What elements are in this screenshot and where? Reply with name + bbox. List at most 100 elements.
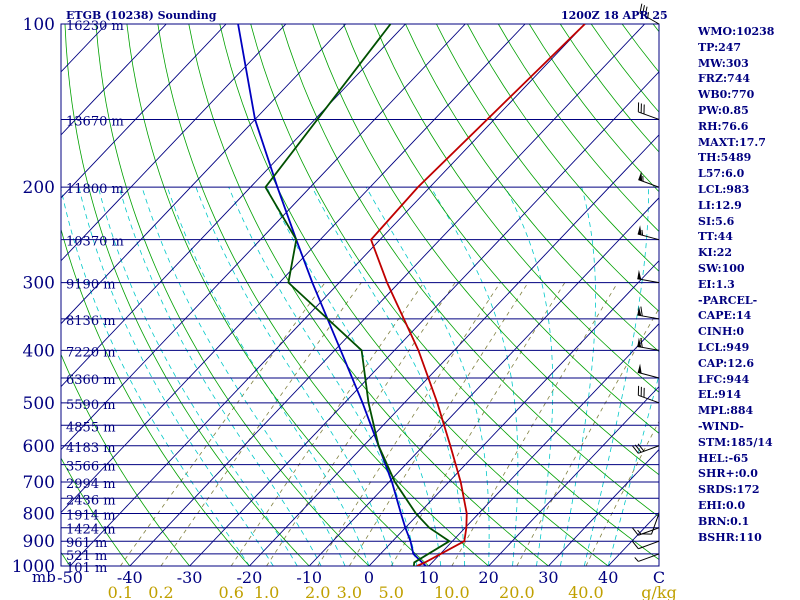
height-label: 6360 m xyxy=(66,373,116,388)
indices-panel-line: CINH:0 xyxy=(698,325,745,339)
mixing-ratio-line xyxy=(349,282,529,566)
indices-panel-line: CAPE:14 xyxy=(698,309,752,323)
temperature-unit-label: C xyxy=(653,568,665,587)
plot-frame xyxy=(60,23,660,567)
height-label: 3566 m xyxy=(66,460,116,475)
isotherm-lines xyxy=(61,24,659,566)
temperature-tick-label: -50 xyxy=(57,568,83,587)
dry-adiabat-line xyxy=(312,24,659,476)
mixing-ratio-label: 0.6 xyxy=(218,583,243,600)
dry-adiabat-line xyxy=(61,457,131,566)
temperature-tick-label: 40 xyxy=(598,568,618,587)
indices-panel-line: TT:44 xyxy=(698,230,733,244)
temperature-tick-label: -40 xyxy=(117,568,143,587)
indices-panel-line: LI:12.9 xyxy=(698,198,742,212)
height-label: 9190 m xyxy=(66,278,116,293)
wind-barb xyxy=(634,553,660,562)
isobar-lines xyxy=(60,23,660,567)
temperature-tick-label: -20 xyxy=(237,568,263,587)
mixing-ratio-line xyxy=(266,282,456,566)
indices-panel-line: BSHR:110 xyxy=(698,530,762,544)
pressure-tick-label: 300 xyxy=(23,274,55,294)
dry-adiabat-line xyxy=(126,24,430,566)
height-label: 4183 m xyxy=(66,441,116,456)
indices-panel-line: STM:185/14 xyxy=(698,435,773,449)
temperature-tick-label: -30 xyxy=(177,568,203,587)
wind-barb xyxy=(637,337,660,351)
isotherm-line xyxy=(61,24,466,451)
wind-barb xyxy=(637,306,660,320)
isotherm-line xyxy=(488,385,659,566)
indices-panel-line: TH:5489 xyxy=(698,151,752,165)
dry-adiabat-line xyxy=(281,24,659,518)
mixing-ratio-label: 10.0 xyxy=(434,583,470,600)
isotherm-line xyxy=(249,134,659,566)
indices-panel-line: WB0:770 xyxy=(698,88,755,102)
indices-panel: WMO:10238 TP:247 MW:303 FRZ:744 WB0:770 PW:0.… xyxy=(698,24,798,545)
wind-barb xyxy=(632,443,660,454)
indices-panel-line: SRDS:172 xyxy=(698,483,760,497)
chart-title-right: 1200Z 18 APR 25 xyxy=(561,9,668,22)
height-label: 13670 m xyxy=(66,114,124,129)
height-label: 1914 m xyxy=(66,508,116,523)
mixing-ratio-label: 0.1 xyxy=(108,583,133,600)
wind-barb xyxy=(637,102,660,120)
sounding-profiles xyxy=(237,24,586,566)
temperature-tick-label: 30 xyxy=(538,568,558,587)
temperature-tick-label: -10 xyxy=(296,568,322,587)
dry-adiabat-line xyxy=(374,24,659,393)
height-label: 5590 m xyxy=(66,398,116,413)
isotherm-line xyxy=(61,24,287,262)
dry-adiabat-line xyxy=(61,227,250,566)
temperature-tick-label: 10 xyxy=(419,568,439,587)
wind-barb xyxy=(632,540,660,550)
pressure-tick-label: 400 xyxy=(23,341,55,361)
height-label: 11800 m xyxy=(66,182,124,197)
height-label: 4855 m xyxy=(66,420,116,435)
wind-barb xyxy=(637,363,660,379)
indices-panel-line: HEL:-65 xyxy=(698,451,749,465)
moist-adiabat-lines xyxy=(61,186,659,566)
indices-panel-line: SW:100 xyxy=(698,261,745,275)
indices-panel-line: RH:76.6 xyxy=(698,119,749,133)
indices-panel-line: BRN:0.1 xyxy=(698,514,750,528)
height-label: 961 m xyxy=(66,536,107,551)
isotherm-line xyxy=(61,24,167,136)
isotherm-line xyxy=(129,24,646,566)
moist-adiabat-line xyxy=(118,187,322,566)
dry-adiabat-line xyxy=(157,24,490,566)
pressure-tick-label: 600 xyxy=(23,437,55,457)
mixing-ratio-label: 3.0 xyxy=(337,583,362,600)
indices-panel-line: SI:5.6 xyxy=(698,214,735,228)
dewpoint-line xyxy=(264,24,452,566)
moist-adiabat-line xyxy=(166,187,370,566)
wind-barb xyxy=(637,385,660,404)
isotherm-line xyxy=(61,24,227,199)
isotherm-line xyxy=(69,24,586,566)
pressure-tick-label: 200 xyxy=(23,178,55,198)
mixing-ratio-label: 1.0 xyxy=(254,583,279,600)
parcel-trace-line xyxy=(237,24,427,566)
indices-panel-line: TP:247 xyxy=(698,40,742,54)
height-label: 2994 m xyxy=(66,477,116,492)
isotherm-line xyxy=(548,448,659,566)
dry-adiabat-line xyxy=(436,24,659,312)
dry-adiabat-line xyxy=(61,353,191,566)
dry-adiabat-line xyxy=(467,24,659,272)
isotherm-line xyxy=(61,24,347,325)
dry-adiabat-line xyxy=(405,24,659,353)
height-label: 10370 m xyxy=(66,235,124,250)
isotherm-line xyxy=(428,323,659,566)
indices-panel-line: CAP:12.6 xyxy=(698,356,755,370)
indices-panel-line: MAXT:17.7 xyxy=(698,135,766,149)
wind-barb xyxy=(632,527,660,536)
wind-barb xyxy=(638,171,660,188)
pressure-tick-label: 900 xyxy=(23,532,55,552)
moist-adiabat-line xyxy=(430,186,519,566)
mixing-ratio-label: 0.2 xyxy=(148,583,173,600)
isotherm-line xyxy=(368,260,659,566)
isotherm-line xyxy=(189,71,659,566)
indices-panel-line: EHI:0.0 xyxy=(698,498,746,512)
moist-adiabat-line xyxy=(97,187,298,566)
